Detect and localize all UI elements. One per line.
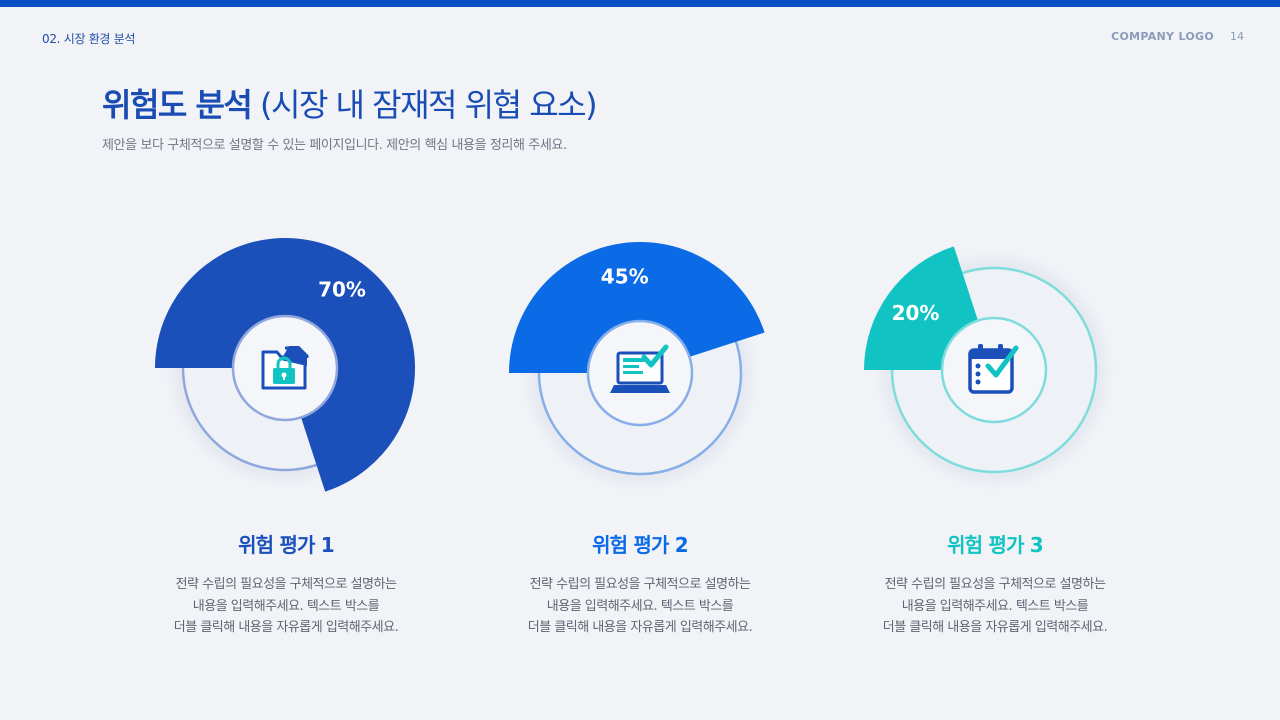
laptop-check-icon (610, 344, 670, 393)
risk-item-desc-line: 더블 클릭해 내용을 자유롭게 입력해주세요. (173, 620, 399, 635)
risk-item-title-2: 위험 평가 2 (592, 533, 689, 557)
risk-item-desc-line: 내용을 입력해주세요. 텍스트 박스를 (901, 598, 1089, 614)
folder-lock-icon (261, 346, 309, 390)
breadcrumb: 02. 시장 환경 분석 (42, 32, 136, 46)
chart-value-label-3: 20% (892, 301, 940, 325)
chart-slice-3 (864, 246, 978, 370)
top-accent-bar (0, 0, 1280, 7)
page-number: 14 (1230, 30, 1244, 43)
chart-slice-2 (509, 242, 765, 373)
risk-item-title-1: 위험 평가 1 (238, 533, 335, 557)
risk-item-desc-line: 내용을 입력해주세요. 텍스트 박스를 (192, 598, 380, 614)
risk-item-desc-1: 전략 수립의 필요성을 구체적으로 설명하는 내용을 입력해주세요. 텍스트 박… (126, 574, 446, 639)
page-subtitle: 제안을 보다 구체적으로 설명할 수 있는 페이지입니다. 제안의 핵심 내용을… (102, 138, 567, 153)
risk-item-desc-line: 전략 수립의 필요성을 구체적으로 설명하는 (529, 577, 751, 592)
risk-item-desc-3: 전략 수립의 필요성을 구체적으로 설명하는 내용을 입력해주세요. 텍스트 박… (835, 574, 1155, 639)
chart-value-label-1: 70% (318, 278, 366, 302)
risk-item-desc-line: 전략 수립의 필요성을 구체적으로 설명하는 (175, 577, 397, 592)
chart-slice-1 (155, 238, 415, 492)
risk-item-desc-line: 내용을 입력해주세요. 텍스트 박스를 (546, 598, 734, 614)
calendar-check-icon (968, 344, 1019, 394)
risk-item-desc-line: 더블 클릭해 내용을 자유롭게 입력해주세요. (882, 620, 1108, 635)
risk-item-desc-line: 전략 수립의 필요성을 구체적으로 설명하는 (884, 577, 1106, 592)
page-title-sub: (시장 내 잠재적 위협 요소) (260, 86, 598, 124)
chart-value-label-2: 45% (601, 265, 649, 289)
company-logo: COMPANY LOGO (1111, 30, 1214, 43)
risk-item-title-3: 위험 평가 3 (947, 533, 1044, 557)
risk-item-desc-2: 전략 수립의 필요성을 구체적으로 설명하는 내용을 입력해주세요. 텍스트 박… (480, 574, 800, 639)
page-title-main: 위험도 분석 (102, 86, 253, 124)
risk-item-desc-line: 더블 클릭해 내용을 자유롭게 입력해주세요. (527, 620, 753, 635)
page-title: 위험도 분석 (시장 내 잠재적 위협 요소) (102, 80, 598, 126)
